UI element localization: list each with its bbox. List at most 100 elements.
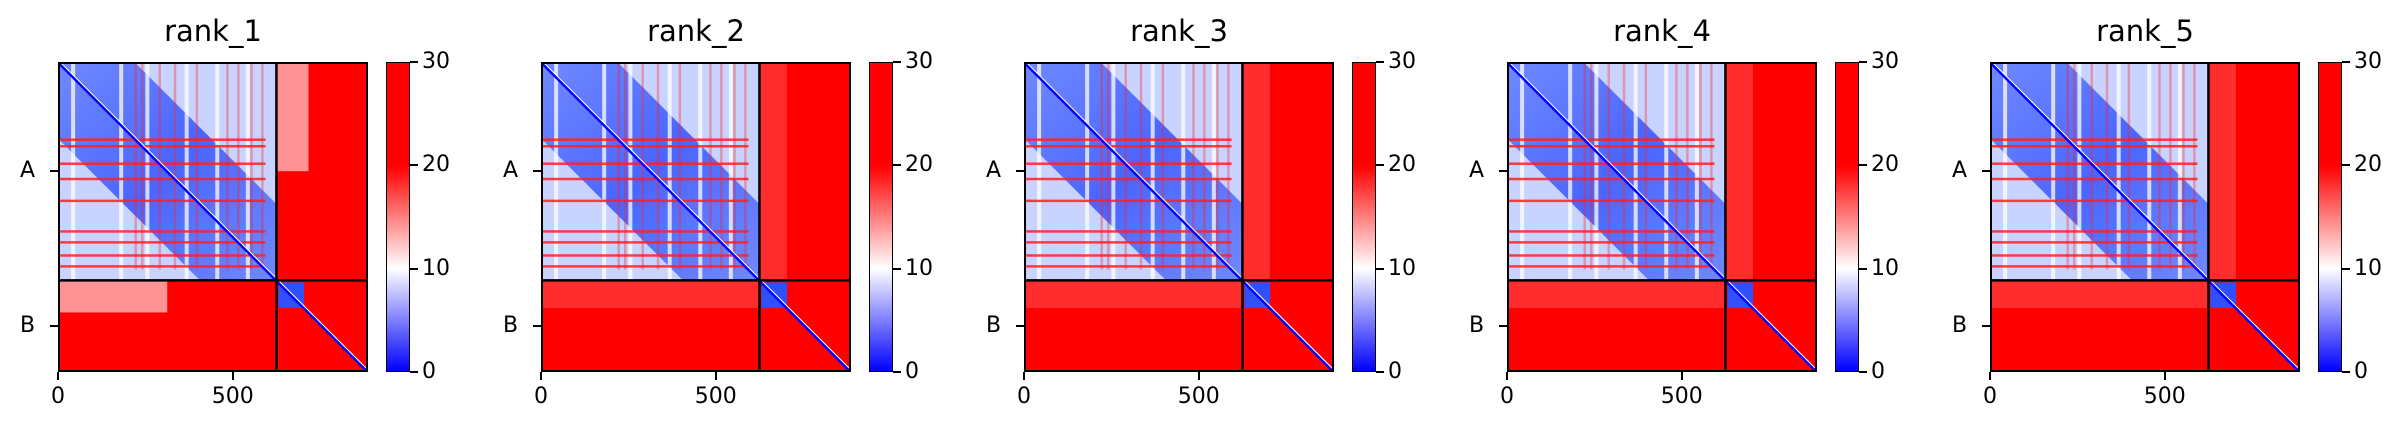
- flexible-row: [1507, 230, 1715, 233]
- colorbar-label: 0: [905, 359, 919, 384]
- xtick: [231, 372, 234, 380]
- flexible-col: [2182, 62, 2185, 270]
- xtick: [540, 372, 542, 380]
- flexible-row: [58, 138, 266, 141]
- flexible-col: [1699, 62, 1702, 270]
- xtick-label: 0: [1500, 384, 1514, 409]
- colorbar-label: 10: [905, 255, 933, 281]
- heatmap: [1990, 62, 2300, 372]
- diagonal-line: [1990, 62, 2300, 372]
- interchain-patch: [1507, 280, 1726, 308]
- flexible-col: [720, 62, 723, 270]
- diagonal-highlight: [1991, 62, 2300, 371]
- ytick: [1499, 325, 1507, 328]
- flexible-row: [1024, 230, 1232, 233]
- flexible-col: [1710, 62, 1713, 270]
- flexible-col: [678, 62, 682, 270]
- colorbar-tick: [893, 61, 901, 63]
- domain-stripe: [1694, 62, 1699, 281]
- xtick-label: 0: [534, 384, 548, 409]
- domain-stripe: [1633, 62, 1638, 281]
- flexible-col: [709, 62, 712, 270]
- colorbar-label: 30: [1871, 49, 1899, 74]
- colorbar-tick: [410, 164, 418, 167]
- flexible-col: [733, 62, 736, 270]
- flexible-row: [1024, 265, 1232, 268]
- flexible-row: [1024, 241, 1232, 244]
- flexible-col: [250, 62, 253, 270]
- panel-rank-2: rank_2 A B 0 500 0 10 20 30: [483, 0, 963, 438]
- flexible-col: [2127, 62, 2131, 270]
- heatmap: [541, 62, 851, 372]
- interchain-patch: [1725, 62, 1753, 281]
- flexible-col: [1675, 62, 1678, 270]
- chain-label: A: [1952, 158, 1968, 184]
- xtick-label: 500: [211, 384, 254, 409]
- xtick: [2163, 372, 2166, 380]
- colorbar-tick: [410, 267, 418, 270]
- colorbar-tick: [2342, 61, 2350, 63]
- interchain-patch: [2208, 62, 2236, 281]
- flexible-row: [541, 199, 749, 203]
- xtick: [1680, 372, 1683, 380]
- heatmap: [1024, 62, 1334, 372]
- interchain-patch: [541, 280, 760, 308]
- ytick: [1016, 170, 1024, 173]
- colorbar-tick: [1859, 164, 1867, 167]
- heatmap: [1507, 62, 1817, 372]
- diagonal-line: [1024, 62, 1334, 372]
- flexible-col: [1227, 62, 1230, 270]
- colorbar-label: 10: [422, 255, 450, 281]
- domain-stripe: [2077, 62, 2082, 281]
- flexible-row: [541, 177, 749, 181]
- interchain-patch: [1024, 280, 1243, 308]
- flexible-col: [226, 62, 229, 270]
- chain-label: B: [20, 313, 36, 339]
- colorbar-label: 0: [1388, 359, 1402, 384]
- ytick: [1982, 170, 1990, 173]
- xtick-label: 500: [1660, 384, 1703, 409]
- flexible-col: [1161, 62, 1165, 270]
- ytick: [50, 325, 58, 328]
- colorbar: [1352, 62, 1376, 372]
- flexible-row: [1990, 145, 2198, 148]
- flexible-row: [58, 254, 266, 257]
- flexible-col: [1686, 62, 1689, 270]
- flexible-col: [1100, 62, 1103, 270]
- chain-label: B: [986, 313, 1002, 339]
- flexible-row: [541, 230, 749, 233]
- flexible-row: [541, 145, 749, 148]
- flexible-col: [173, 62, 177, 270]
- colorbar-label: 0: [422, 359, 436, 384]
- domain-stripe: [184, 62, 189, 281]
- chain-label: A: [1469, 158, 1485, 184]
- domain-stripe: [1664, 62, 1669, 281]
- colorbar-tick: [893, 164, 901, 167]
- flexible-row: [1990, 138, 2198, 141]
- flexible-row: [1507, 138, 1715, 141]
- ytick: [1016, 325, 1024, 328]
- diagonal-highlight: [1025, 62, 1334, 371]
- domain-stripe: [1037, 62, 1042, 281]
- ytick: [50, 170, 58, 173]
- flexible-row: [1507, 199, 1715, 203]
- xtick-label: 500: [1177, 384, 1220, 409]
- domain-stripe: [145, 62, 150, 281]
- flexible-col: [1622, 62, 1626, 270]
- heatmap-svg: [1990, 62, 2300, 372]
- flexible-row: [58, 230, 266, 233]
- flexible-col: [2066, 62, 2069, 270]
- chain-label: A: [20, 158, 36, 184]
- interchain-patch: [1990, 280, 2209, 308]
- colorbar-label: 20: [905, 152, 933, 178]
- flexible-col: [1192, 62, 1195, 270]
- colorbar-tick: [893, 267, 901, 270]
- flexible-row: [541, 138, 749, 141]
- chain-label: B: [1469, 313, 1485, 339]
- panel-rank-1: rank_1 A B 0 500 0 10 20 30: [0, 0, 480, 438]
- colorbar-label: 10: [2354, 255, 2382, 281]
- colorbar-tick: [410, 61, 418, 63]
- chain-label: A: [986, 158, 1002, 184]
- flexible-row: [1024, 199, 1232, 203]
- colorbar-tick: [1376, 164, 1384, 167]
